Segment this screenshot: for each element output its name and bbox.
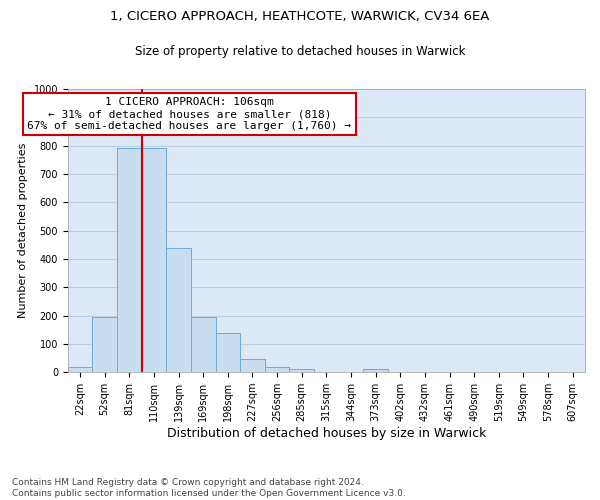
Bar [166, 248, 191, 372]
Y-axis label: Number of detached properties: Number of detached properties [18, 143, 28, 318]
Bar [289, 370, 314, 372]
Text: 1, CICERO APPROACH, HEATHCOTE, WARWICK, CV34 6EA: 1, CICERO APPROACH, HEATHCOTE, WARWICK, … [110, 10, 490, 23]
Bar [364, 370, 388, 372]
Bar [215, 332, 240, 372]
Bar [68, 366, 92, 372]
Bar [191, 317, 215, 372]
Bar [117, 148, 142, 372]
Bar [92, 317, 117, 372]
X-axis label: Distribution of detached houses by size in Warwick: Distribution of detached houses by size … [167, 427, 486, 440]
Bar [240, 358, 265, 372]
Bar [265, 367, 289, 372]
Text: 1 CICERO APPROACH: 106sqm
← 31% of detached houses are smaller (818)
67% of semi: 1 CICERO APPROACH: 106sqm ← 31% of detac… [27, 98, 351, 130]
Bar [142, 148, 166, 372]
Text: Size of property relative to detached houses in Warwick: Size of property relative to detached ho… [135, 45, 465, 58]
Text: Contains HM Land Registry data © Crown copyright and database right 2024.
Contai: Contains HM Land Registry data © Crown c… [12, 478, 406, 498]
